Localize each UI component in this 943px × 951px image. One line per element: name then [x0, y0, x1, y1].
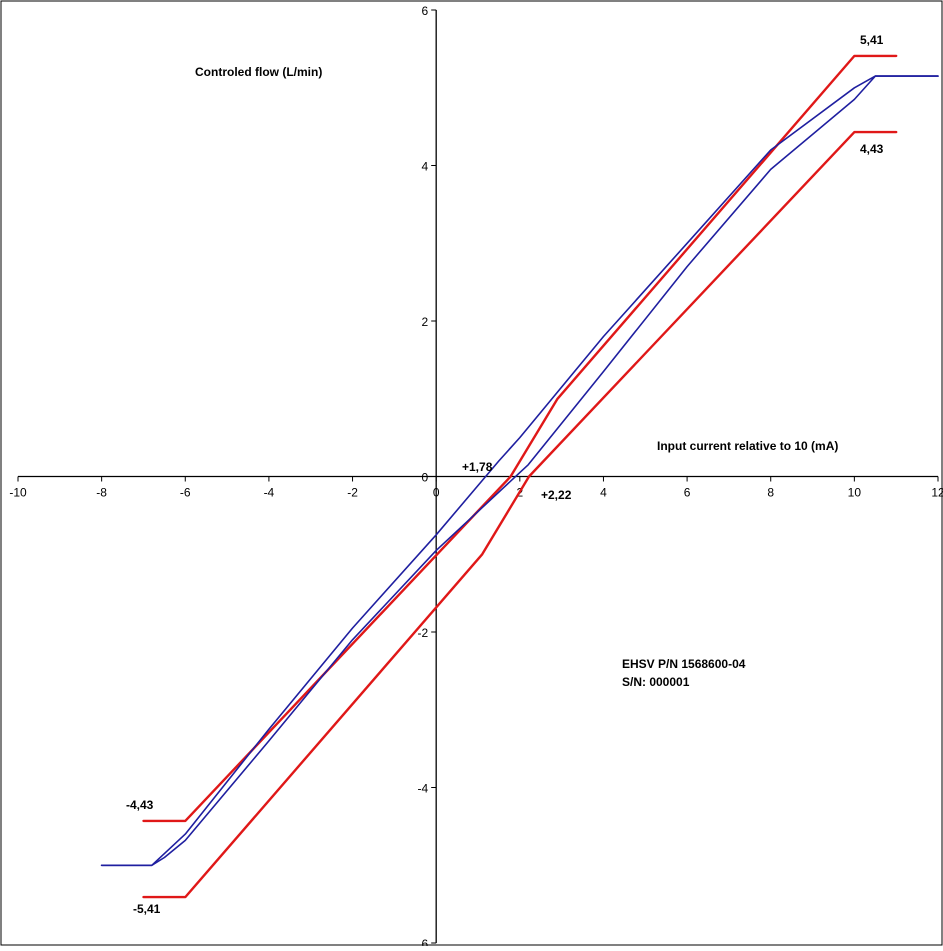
- x-tick-label: -6: [180, 486, 191, 500]
- x-tick-label: -8: [96, 486, 107, 500]
- y-tick-label: -6: [418, 937, 429, 946]
- x-tick-label: -10: [9, 486, 27, 500]
- annotation-lower-max: 4,43: [860, 142, 884, 156]
- annotation-lower-min: -5,41: [133, 902, 161, 916]
- device-part-number: EHSV P/N 1568600-04: [622, 657, 746, 671]
- y-tick-label: -4: [418, 782, 429, 796]
- annotation-upper-max: 5,41: [860, 33, 884, 47]
- annotation-cross-left: +1,78: [462, 460, 493, 474]
- x-tick-label: 10: [848, 486, 862, 500]
- labels-group: Controled flow (L/min) Input current rel…: [126, 33, 884, 916]
- y-tick-label: 6: [421, 4, 428, 18]
- series-group: [100, 54, 939, 899]
- x-tick-label: 6: [684, 486, 691, 500]
- y-tick-label: 2: [421, 315, 428, 329]
- annotation-cross-right: +2,22: [541, 488, 572, 502]
- x-tick-label: 4: [600, 486, 607, 500]
- series-upper-limit: [142, 54, 898, 823]
- series-measured-decreasing: [100, 75, 939, 867]
- x-tick-label: -2: [347, 486, 358, 500]
- series-measured-increasing: [100, 75, 939, 867]
- x-axis-title: Input current relative to 10 (mA): [657, 439, 838, 453]
- x-tick-label: -4: [264, 486, 275, 500]
- annotation-upper-min: -4,43: [126, 798, 154, 812]
- x-tick-label: 0: [433, 486, 440, 500]
- x-tick-label: 8: [767, 486, 774, 500]
- y-tick-label: 4: [421, 160, 428, 174]
- y-tick-label: -2: [418, 626, 429, 640]
- series-lower-limit: [142, 130, 898, 899]
- x-tick-label: 12: [931, 486, 943, 500]
- device-serial-number: S/N: 000001: [622, 675, 690, 689]
- y-tick-label: 0: [421, 471, 428, 485]
- y-axis-title: Controled flow (L/min): [195, 65, 322, 79]
